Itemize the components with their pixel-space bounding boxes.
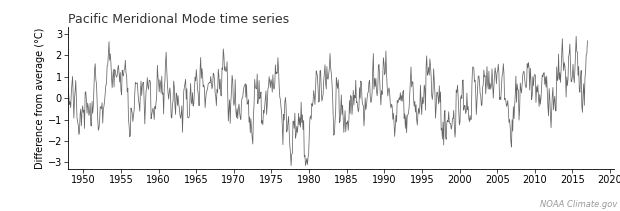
Y-axis label: Difference from average (°C): Difference from average (°C): [35, 27, 45, 169]
Text: Pacific Meridional Mode time series: Pacific Meridional Mode time series: [68, 13, 290, 26]
Text: NOAA Climate.gov: NOAA Climate.gov: [539, 200, 617, 209]
